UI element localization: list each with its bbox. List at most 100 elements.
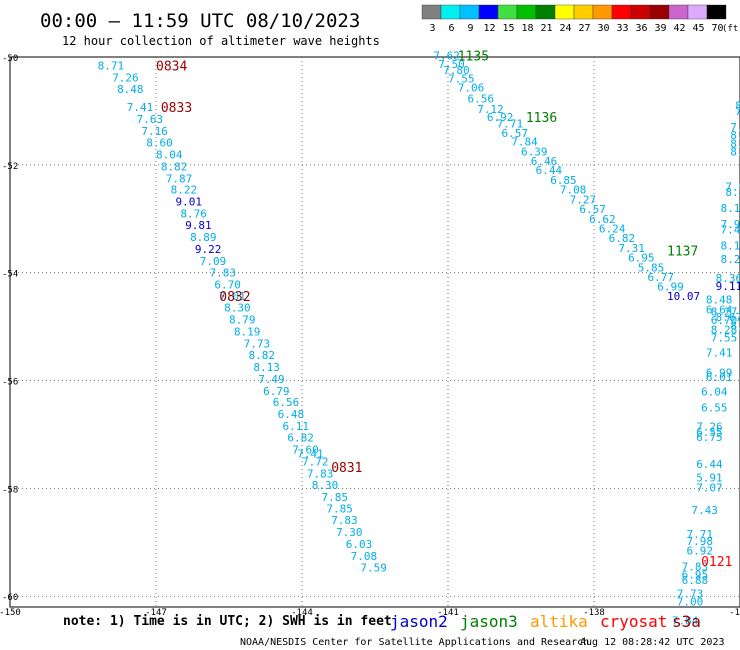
wave-height-value: 6.95 xyxy=(628,252,655,265)
wave-height-value: 7.83 xyxy=(307,467,334,480)
wave-height-value: 7.92 xyxy=(721,218,740,231)
wave-height-value: 8.48 xyxy=(117,83,144,96)
scale-label: 70 xyxy=(711,23,723,34)
wave-height-value: 6.55 xyxy=(696,426,723,439)
wave-height-value: 6.95 xyxy=(682,569,709,582)
wave-height-value: 8.79 xyxy=(229,314,256,327)
wave-height-value: 8.14 xyxy=(721,240,740,253)
wave-height-value: 7.30 xyxy=(336,526,363,539)
y-tick-label: -52 xyxy=(2,162,18,172)
wave-height-value: 6.57 xyxy=(579,203,606,216)
pass-time-labels: 0834083308320831113511361137012101210121 xyxy=(156,49,732,570)
wave-height-value: 7.84 xyxy=(511,136,538,149)
wave-height-value: 6.99 xyxy=(657,281,684,294)
wave-height-value: 6.01 xyxy=(706,371,733,384)
wave-height-value: 6.39 xyxy=(521,145,548,158)
scale-label: 3 xyxy=(429,23,435,34)
scale-swatch xyxy=(573,4,594,20)
y-tick-label: -50 xyxy=(2,54,18,64)
wave-height-value: 7.73 xyxy=(677,588,704,601)
plot-frame xyxy=(9,56,740,608)
wave-height-value: 7.96 xyxy=(725,180,740,193)
wave-height-value: 8.82 xyxy=(248,349,275,362)
wave-height-value: 6.77 xyxy=(648,271,675,284)
wave-height-value: 7.85 xyxy=(326,502,353,515)
wave-height-value: 9.81 xyxy=(185,219,212,232)
mission-jason2: jason2 xyxy=(390,612,448,631)
wave-height-value: 7.12 xyxy=(477,103,504,116)
scale-label: 45 xyxy=(692,23,704,34)
wave-height-value: 8.17 xyxy=(721,202,740,215)
wave-height-value: 7.83 xyxy=(682,561,709,574)
y-tick-label: -60 xyxy=(2,593,18,603)
wave-height-value: 7.98 xyxy=(686,535,713,548)
chart-subtitle: 12 hour collection of altimeter wave hei… xyxy=(62,34,380,48)
wave-height-value: 7.49 xyxy=(258,373,285,386)
wave-height-value: 8.28 xyxy=(711,323,738,336)
wave-height-value: 8.71 xyxy=(98,60,125,73)
footer-timestamp: Aug 12 08:28:42 UTC 2023 xyxy=(580,637,725,648)
scale-label: 21 xyxy=(540,23,552,34)
scale-swatch xyxy=(440,4,461,20)
scale-label: 42 xyxy=(673,23,685,34)
x-tick-label: -144 xyxy=(291,608,313,618)
wave-height-value: 7.50 xyxy=(438,58,465,71)
x-tick-label: -150 xyxy=(0,608,21,618)
wave-height-value: 6.46 xyxy=(531,155,558,168)
wave-height-value: 8.13 xyxy=(253,361,279,374)
wave-height-value: 8.48 xyxy=(706,294,733,307)
wave-height-value: 7.41 xyxy=(721,224,740,237)
scale-swatch xyxy=(516,4,537,20)
wave-height-value: 6.48 xyxy=(278,408,305,421)
wave-height-value: 7.26 xyxy=(112,71,139,84)
wave-height-value: 7.83 xyxy=(210,267,237,280)
wave-height-value: 8.02 xyxy=(730,320,740,333)
wave-height-value: 6.57 xyxy=(502,127,529,140)
wave-height-value: 7.83 xyxy=(331,514,358,527)
wave-height-value: 7.41 xyxy=(127,101,154,114)
wave-height-points: 8.717.268.487.417.637.168.608.048.827.87… xyxy=(98,49,740,627)
mission-altika: altika xyxy=(530,612,588,631)
x-tick-label: -147 xyxy=(145,608,167,618)
wave-height-value: 7.62 xyxy=(433,49,460,62)
x-tick-label: -138 xyxy=(583,608,605,618)
wave-height-value: 6.56 xyxy=(467,93,494,106)
scale-swatch xyxy=(535,4,556,20)
scale-label: 18 xyxy=(521,23,533,34)
wave-height-value: 7.85 xyxy=(321,491,348,504)
x-tick-label: -135 xyxy=(729,608,740,618)
scale-swatch xyxy=(611,4,632,20)
y-tick-label: -56 xyxy=(2,378,18,388)
scale-label: 15 xyxy=(502,23,514,34)
footer-credit: NOAA/NESDIS Center for Satellite Applica… xyxy=(240,637,589,648)
wave-height-value: 8.27 xyxy=(711,306,738,319)
wave-height-value: 9.11 xyxy=(716,280,740,293)
scale-swatch xyxy=(706,4,727,20)
wave-height-value: 6.70 xyxy=(711,314,738,327)
wave-height-value: 7.71 xyxy=(686,528,713,541)
mission-jason3: jason3 xyxy=(460,612,518,631)
scale-label: 39 xyxy=(654,23,666,34)
wave-height-value: 7.41 xyxy=(297,447,324,460)
scale-swatch xyxy=(459,4,480,20)
wave-height-value: 7.84 xyxy=(672,614,699,627)
wave-height-value: 7.26 xyxy=(696,420,723,433)
x-tick-label: -141 xyxy=(437,608,459,618)
wave-height-value: 7.55 xyxy=(448,73,475,86)
wave-height-value: 10.07 xyxy=(667,290,700,303)
wave-height-value: 6.92 xyxy=(686,544,713,557)
wave-height-value: 8.60 xyxy=(146,137,173,150)
scale-swatch xyxy=(630,4,651,20)
wave-height-value: 8.4 xyxy=(730,129,740,142)
wave-height-value: 9.22 xyxy=(195,243,222,256)
scale-swatch xyxy=(421,4,442,20)
scale-swatch xyxy=(649,4,670,20)
wave-height-value: 6.44 xyxy=(696,458,723,471)
wave-height-value: 7.06 xyxy=(458,82,485,95)
wave-height-value: 5.91 xyxy=(696,472,723,485)
wave-height-value: 7.55 xyxy=(711,331,738,344)
pass-time-label: 1136 xyxy=(526,111,557,126)
scale-swatch xyxy=(478,4,499,20)
